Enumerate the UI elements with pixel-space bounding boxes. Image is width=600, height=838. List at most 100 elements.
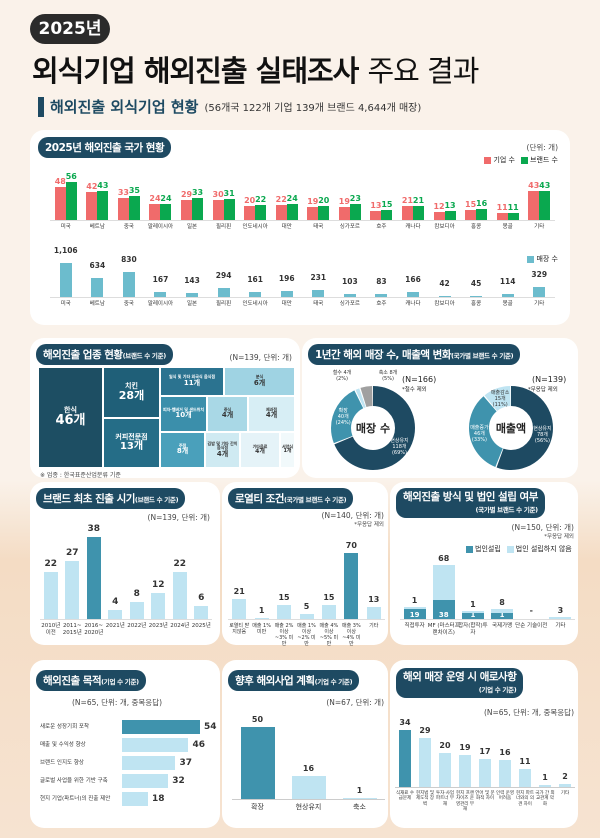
bar	[108, 610, 123, 619]
bar	[128, 196, 140, 220]
category-label: 축소	[353, 803, 366, 811]
value-label: 50	[251, 715, 264, 724]
section-summary: (56개국 122개 기업 139개 브랜드 4,644개 매장)	[204, 103, 422, 114]
store-note: *철수 제외	[402, 387, 427, 393]
value-label: 21	[401, 195, 414, 205]
legend-swatch-company	[484, 156, 492, 164]
value-label: 2	[562, 771, 568, 781]
treemap-value: 4개	[216, 449, 229, 458]
value-label-corp: 1	[499, 611, 505, 619]
legend-swatch-store	[527, 255, 535, 263]
category-label: 캄보디아	[434, 224, 455, 230]
treemap-cell: 주점 8개	[160, 432, 205, 468]
category-label: 인도네시아	[242, 301, 268, 307]
treemap-cell: 피자·햄버거 및 샌드위치 10개	[160, 396, 207, 432]
value-label: 22	[275, 195, 287, 205]
bar	[172, 571, 187, 619]
bar	[86, 537, 101, 619]
bar-corp	[461, 613, 484, 619]
value-label: 15	[381, 199, 393, 209]
bar	[117, 197, 129, 220]
value-label-nocorp: 1	[411, 596, 418, 606]
value-label: 16	[302, 763, 315, 773]
category-label: 2024년	[170, 623, 190, 629]
value-label: 294	[215, 270, 232, 280]
category-label: 2011~ 2015년	[62, 623, 82, 636]
value-label-nocorp: -	[529, 606, 533, 615]
category-label: 글로벌 사업을 위한 기반 구축	[40, 778, 108, 784]
value-label: 37	[179, 758, 192, 768]
value-label: 43	[528, 180, 540, 190]
value-label: 56	[65, 172, 77, 181]
treemap-cell: 커피전문점 13개	[103, 418, 160, 468]
treemap-value: 13개	[119, 441, 144, 453]
section-title: 해외진출 외식기업 현황 (56개국 122개 기업 139개 브랜드 4,644…	[38, 96, 421, 117]
category-label: 현지 프랜차이즈 운영관리 부재	[456, 791, 474, 813]
value-label: 54	[204, 722, 217, 732]
value-label: 634	[89, 260, 106, 270]
value-label: 167	[152, 274, 169, 284]
bar	[444, 211, 456, 220]
bar	[232, 599, 247, 619]
bar	[344, 553, 359, 619]
bar	[91, 277, 104, 297]
value-label: 15	[465, 199, 477, 209]
category-label: 투자·사업 파트너 부재	[436, 791, 454, 807]
bar	[129, 601, 144, 619]
category-label: 일본	[186, 301, 198, 307]
value-label: 830	[121, 254, 137, 264]
bar	[249, 292, 262, 297]
category-label: 국가 간 외교관계 악화	[535, 791, 555, 807]
legend-store: 매장 수	[536, 255, 558, 263]
category-label: 몽골	[502, 301, 513, 307]
royalty-note: (N=140, 단위: 개)	[321, 511, 384, 520]
donut-label: 40개	[338, 413, 349, 420]
treemap-label: 김밥 및 기타 간이음식점	[207, 440, 238, 451]
value-label: 45	[470, 278, 482, 288]
bar	[559, 783, 571, 787]
category-label: 기타	[555, 623, 566, 629]
donut-label: (11%)	[493, 402, 508, 408]
category-label: 현지 파트너와의 의견 차이	[516, 791, 534, 807]
bar	[370, 211, 382, 220]
bar	[217, 287, 230, 297]
value-label: 43	[539, 180, 551, 190]
category-label: 합자(합작)투자	[458, 623, 488, 636]
bar	[496, 212, 508, 220]
bar	[286, 203, 298, 220]
category-label: 국제가맹	[491, 623, 513, 629]
bar	[86, 191, 98, 220]
store-bar-chart: 1,106 미국 634 베트남 830 중국 167 말레이시아 143 일본 294 필리핀 161…	[50, 246, 555, 307]
bar-corp	[403, 609, 426, 619]
value-label: 166	[405, 274, 421, 284]
bar	[342, 797, 377, 799]
bar	[307, 207, 319, 220]
treemap-value: 8개	[176, 447, 189, 456]
bar	[65, 560, 80, 619]
sales-n: (N=139)	[532, 375, 567, 384]
value-label: 22	[173, 558, 187, 569]
donut-segment	[331, 386, 415, 470]
treemap-cell: 기타음료 4개	[240, 432, 280, 468]
bar	[192, 197, 204, 220]
category-label: 태국	[313, 224, 324, 230]
entry-note: (N=139, 단위: 개)	[147, 513, 210, 522]
category-label: 일본	[186, 224, 198, 230]
donut-label: (33%)	[472, 437, 487, 443]
bar	[54, 187, 66, 220]
section-title-text: 해외진출 외식기업 현황	[50, 98, 199, 116]
donut-label: 매출증가	[470, 424, 489, 431]
value-label: 15	[278, 592, 290, 602]
category-label: 말레이시아	[147, 301, 174, 307]
bar	[438, 295, 451, 297]
bar	[507, 212, 519, 220]
bar-nocorp	[432, 565, 455, 600]
bar	[122, 792, 148, 806]
treemap-label: 피자·햄버거 및 샌드위치	[162, 406, 205, 412]
plan-bar-chart: 50 확장 16 현상유지 1 축소	[232, 715, 385, 811]
category-label: 현지 기업(파트너)의 진출 제안	[40, 796, 111, 802]
royalty-bar-chart: 21 로열티 받지않음 1 매출 1% 미만 15 매출 2% 이상 ~3% 미만 5 매출 …	[228, 541, 385, 647]
royalty-note2: *무응답 제외	[354, 522, 384, 528]
bar	[479, 758, 491, 787]
